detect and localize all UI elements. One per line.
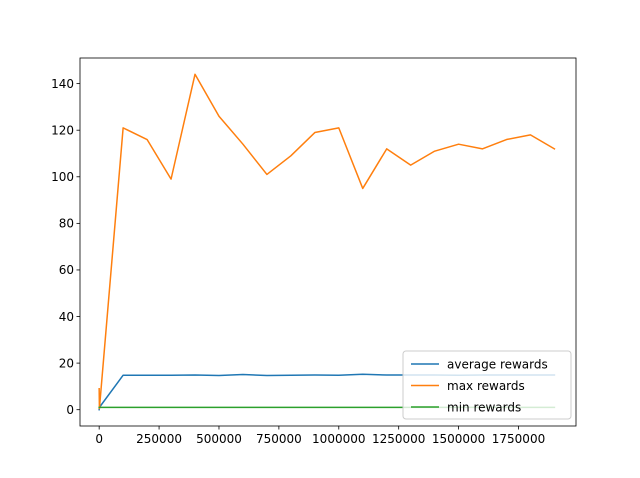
y-axis-ticks: 0 20 40 60 80 100 120 140 [51,77,80,417]
legend-label: max rewards [447,379,525,393]
series-line-max-rewards [98,73,556,410]
y-tick-label: 140 [51,77,74,91]
y-tick-label: 40 [59,310,74,324]
legend-label: average rewards [447,357,548,371]
y-tick-label: 100 [51,170,74,184]
x-tick-label: 1750000 [492,432,545,446]
legend: average rewards max rewards min rewards [402,350,572,420]
x-tick-label: 500000 [196,432,242,446]
x-tick-label: 0 [95,432,103,446]
x-tick-label: 1000000 [312,432,365,446]
x-tick-label: 1250000 [372,432,425,446]
y-tick-label: 0 [66,403,74,417]
x-axis-ticks: 0 250000 500000 750000 1000000 1250000 1500000… [95,426,545,446]
legend-box [402,350,572,420]
y-tick-label: 80 [59,217,74,231]
x-tick-label: 750000 [256,432,302,446]
y-tick-label: 60 [59,263,74,277]
axes-layer [79,57,577,427]
legend-label: min rewards [447,400,521,414]
x-tick-label: 1500000 [432,432,485,446]
x-tick-label: 250000 [136,432,182,446]
axes-frame [79,57,577,427]
y-tick-label: 20 [59,356,74,370]
y-tick-label: 120 [51,124,74,138]
